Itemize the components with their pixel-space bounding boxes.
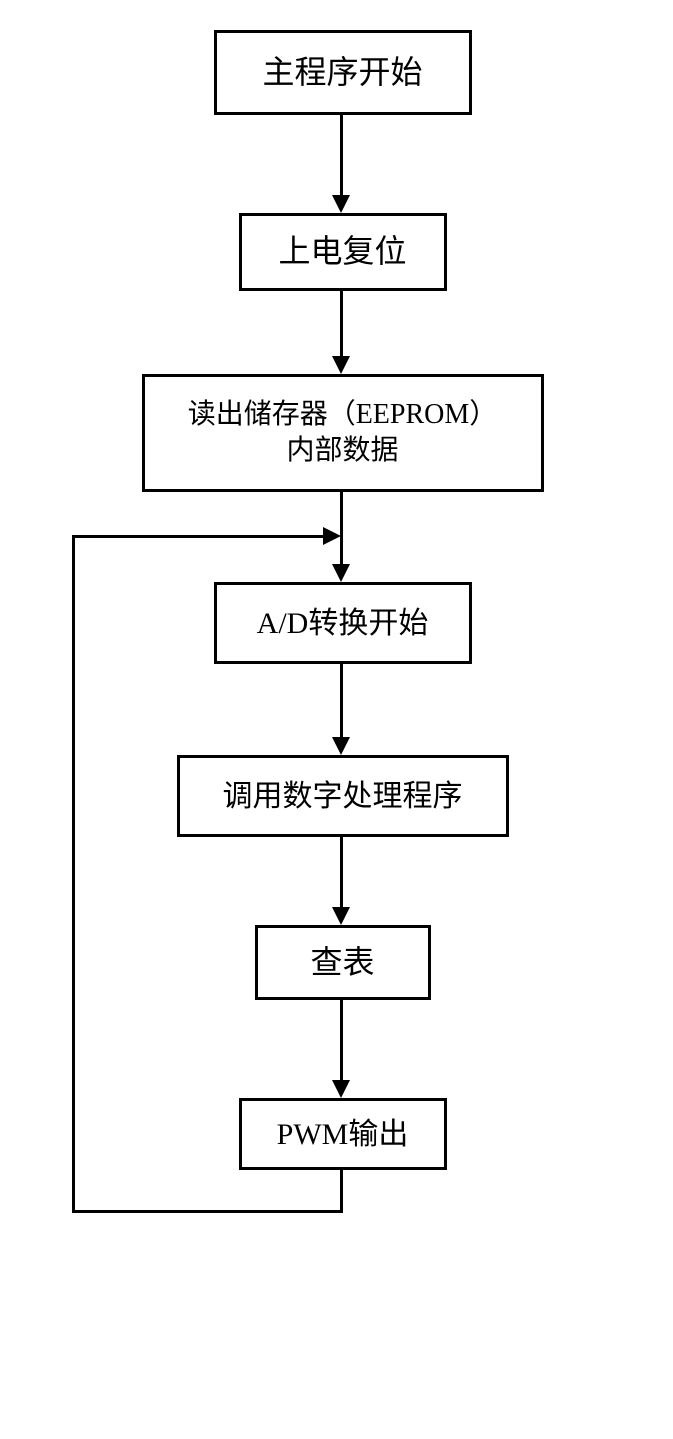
loop-line (72, 535, 323, 538)
arrow-line (340, 664, 343, 737)
loop-line (340, 1170, 343, 1210)
loop-line (72, 1210, 343, 1213)
arrow-line (340, 1000, 343, 1080)
flow-node-n7: PWM输出 (239, 1098, 447, 1170)
flow-node-n4: A/D转换开始 (214, 582, 472, 664)
arrow-line (340, 837, 343, 907)
arrow-head-icon (332, 907, 350, 925)
node-label: PWM输出 (277, 1115, 409, 1154)
node-label: 主程序开始 (262, 52, 422, 94)
arrow-line (340, 115, 343, 195)
arrow-head-icon (323, 527, 341, 545)
loop-line (72, 535, 75, 1213)
flowchart-container: 主程序开始上电复位读出储存器（EEPROM）内部数据 A/D转换开始调用数字处理程… (37, 30, 637, 1213)
arrow-line (340, 291, 343, 356)
node-label: 上电复位 (278, 231, 406, 273)
node-label: 查表 (310, 942, 374, 984)
arrow-head-icon (332, 195, 350, 213)
node-label: 调用数字处理程序 (223, 777, 463, 816)
node-label: A/D转换开始 (257, 604, 429, 643)
node-label: 内部数据 (286, 433, 398, 469)
flow-node-n6: 查表 (255, 925, 431, 1000)
flow-node-n3: 读出储存器（EEPROM）内部数据 (142, 374, 544, 492)
flow-node-n1: 主程序开始 (214, 30, 472, 115)
arrow-head-icon (332, 737, 350, 755)
flow-node-n2: 上电复位 (239, 213, 447, 291)
flow-node-n5: 调用数字处理程序 (177, 755, 509, 837)
arrow-head-icon (332, 356, 350, 374)
arrow-head-icon (332, 1080, 350, 1098)
node-label: 读出储存器（EEPROM） (188, 397, 498, 433)
arrow-head-icon (332, 564, 350, 582)
